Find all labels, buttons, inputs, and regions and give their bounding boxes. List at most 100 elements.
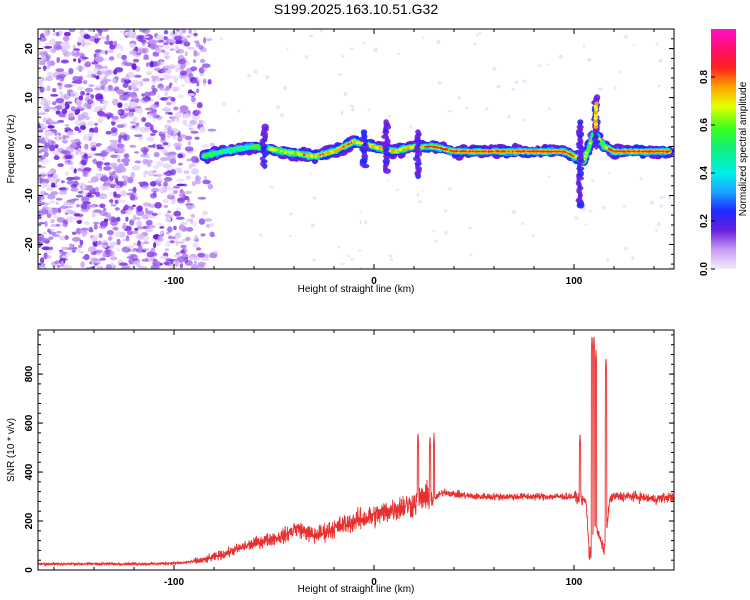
ridge-blob <box>507 150 510 153</box>
noise-blob <box>80 125 86 131</box>
noise-blob <box>66 180 75 185</box>
noise-blob <box>59 251 68 255</box>
noise-blob <box>196 247 202 251</box>
noise-blob <box>189 218 194 224</box>
noise-blob <box>102 194 107 199</box>
noise-blob <box>128 108 137 113</box>
ridge-blob <box>593 113 599 118</box>
noise-blob <box>110 127 118 133</box>
noise-blob <box>173 210 182 217</box>
noise-blob <box>60 180 65 184</box>
noise-blob <box>38 214 42 220</box>
noise-blob <box>49 200 55 204</box>
noise-blob <box>128 50 137 56</box>
noise-blob <box>82 255 90 260</box>
noise-blob <box>582 43 586 48</box>
noise-blob <box>99 80 108 86</box>
noise-blob <box>116 238 121 246</box>
noise-blob <box>88 37 95 42</box>
noise-blob <box>60 59 69 64</box>
noise-blob <box>185 236 191 241</box>
spectrogram-y-axis-title: Frequency (Hz) <box>6 115 17 184</box>
noise-blob <box>90 236 97 243</box>
noise-blob <box>121 158 130 164</box>
noise-blob <box>51 88 57 93</box>
noise-blob <box>116 52 123 59</box>
noise-blob <box>166 102 172 106</box>
noise-blob <box>112 119 120 123</box>
noise-blob <box>43 252 48 260</box>
noise-blob <box>127 176 134 184</box>
noise-blob <box>47 170 53 175</box>
noise-blob <box>639 176 643 181</box>
noise-blob <box>202 179 211 185</box>
ridge-blob <box>564 151 567 154</box>
noise-blob <box>51 121 60 125</box>
noise-blob <box>72 80 78 84</box>
noise-blob <box>60 258 68 261</box>
noise-blob <box>137 34 145 40</box>
ridge-blob <box>449 149 453 152</box>
noise-blob <box>655 42 659 46</box>
noise-blob <box>46 117 52 123</box>
noise-blob <box>125 216 129 222</box>
noise-blob <box>84 221 90 226</box>
spectrogram-y-tick-label: -20 <box>24 237 35 252</box>
spectrogram-x-tick-label: 0 <box>371 276 377 287</box>
ridge-blob <box>593 116 598 121</box>
noise-blob <box>275 105 280 110</box>
ridge-blob <box>456 150 459 153</box>
noise-blob <box>79 152 88 155</box>
noise-blob <box>44 220 48 227</box>
noise-blob <box>202 210 208 216</box>
noise-blob <box>142 202 152 207</box>
ridge-blob <box>250 145 255 150</box>
noise-blob <box>42 117 48 123</box>
noise-blob <box>623 35 629 39</box>
noise-blob <box>96 168 102 172</box>
noise-blob <box>164 213 170 218</box>
noise-blob <box>422 36 425 40</box>
ridge-blob <box>319 153 322 156</box>
noise-blob <box>169 192 174 196</box>
ridge-blob <box>220 149 225 154</box>
ridge-blob <box>629 150 632 152</box>
noise-blob <box>102 251 106 258</box>
ridge-blob <box>484 150 487 153</box>
ridge-blob <box>317 154 320 157</box>
noise-blob <box>169 48 175 51</box>
figure-title: S199.2025.163.10.51.G32 <box>274 1 438 17</box>
ridge-blob <box>472 150 475 153</box>
noise-blob <box>101 29 109 32</box>
noise-blob <box>203 175 207 181</box>
noise-blob <box>128 101 138 108</box>
ridge-blob <box>396 149 399 152</box>
noise-blob <box>50 94 59 97</box>
noise-blob <box>447 187 453 191</box>
noise-blob <box>115 178 119 184</box>
noise-blob <box>156 34 164 41</box>
noise-blob <box>668 195 672 200</box>
noise-blob <box>94 33 99 39</box>
noise-blob <box>50 224 58 227</box>
noise-blob <box>66 216 72 221</box>
noise-blob <box>177 162 183 166</box>
noise-blob <box>179 263 184 269</box>
noise-blob <box>56 264 61 268</box>
noise-blob <box>130 84 137 89</box>
noise-blob <box>395 188 400 191</box>
noise-blob <box>200 233 206 237</box>
colorbar-label: Normalized spectral amplitude <box>738 81 749 216</box>
noise-blob <box>169 31 178 38</box>
noise-blob <box>146 136 155 142</box>
noise-blob <box>192 242 199 248</box>
noise-blob <box>197 261 206 268</box>
noise-blob <box>47 125 55 129</box>
noise-blob <box>80 227 89 231</box>
ridge-blob <box>589 138 593 141</box>
noise-blob <box>133 74 142 78</box>
noise-blob <box>157 177 162 182</box>
noise-blob <box>57 119 65 123</box>
ridge-blob <box>577 119 584 125</box>
noise-blob <box>71 249 76 253</box>
